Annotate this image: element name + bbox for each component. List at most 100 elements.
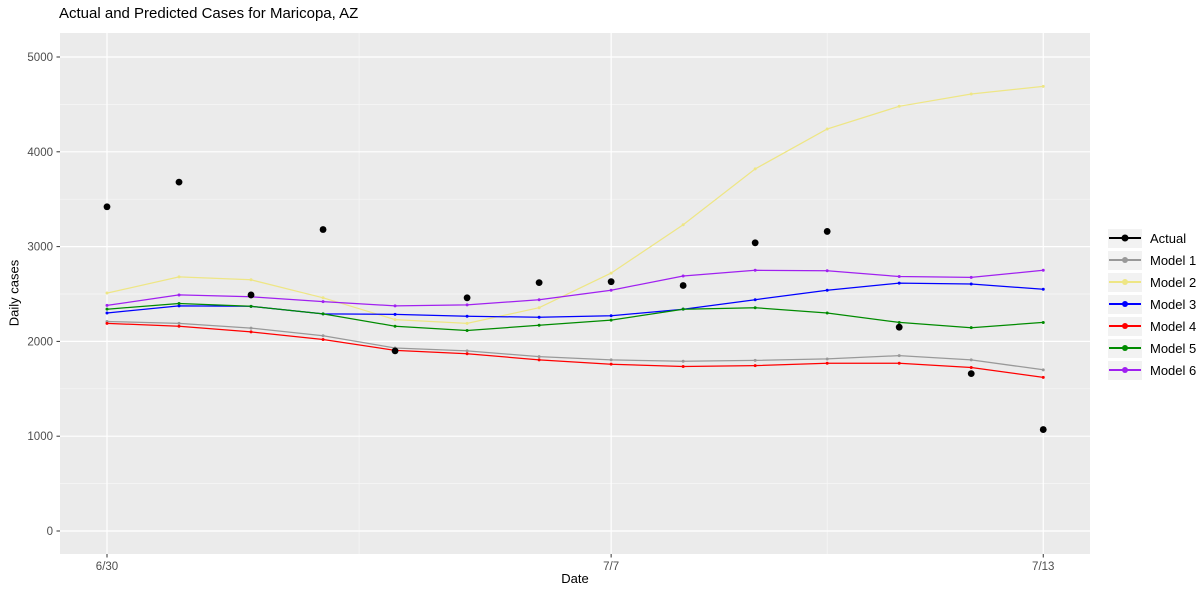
series-line (106, 322, 1044, 379)
gridlines-minor (60, 33, 1090, 554)
actual-point (391, 347, 399, 355)
y-axis-tick-labels: 0 1000 2000 3000 4000 5000 (27, 52, 53, 538)
series-marker (969, 282, 973, 286)
series-marker (753, 306, 757, 310)
series-marker (465, 328, 469, 332)
series-marker (681, 223, 685, 227)
series-marker (537, 358, 541, 362)
legend-key-model-5 (1108, 338, 1142, 358)
series-marker (465, 303, 469, 307)
series-marker (321, 338, 325, 342)
series-marker (321, 334, 325, 338)
legend-label: Model 5 (1150, 340, 1197, 356)
series-marker (609, 271, 613, 275)
series-marker (969, 326, 973, 330)
series-marker (537, 298, 541, 302)
actual-point (607, 278, 615, 286)
series-marker (105, 307, 109, 311)
axis-ticks (56, 56, 1044, 558)
actual-point (463, 294, 471, 302)
series-model-1 (105, 319, 1045, 372)
series-marker (249, 304, 253, 308)
x-tick-label: 7/7 (603, 561, 619, 573)
legend-key-model-1 (1108, 250, 1142, 270)
series-marker (393, 318, 397, 322)
series-marker (897, 281, 901, 285)
y-tick-label: 1000 (27, 431, 53, 443)
y-tick-label: 2000 (27, 336, 53, 348)
series-marker (681, 307, 685, 311)
actual-point (103, 203, 111, 211)
series-marker (825, 361, 829, 365)
legend-item-model-2: Model 2 (1108, 271, 1196, 293)
actual-point (679, 282, 687, 289)
series-marker (177, 293, 181, 297)
series-marker (393, 312, 397, 316)
series-marker (177, 275, 181, 279)
legend-key-point (1122, 345, 1128, 351)
series-marker (1041, 287, 1045, 291)
x-tick-label: 7/13 (1032, 561, 1054, 573)
legend-key-point (1121, 234, 1129, 242)
legend-key-point (1122, 279, 1128, 285)
actual-point (175, 178, 183, 186)
legend-key-actual (1108, 228, 1142, 248)
series-actual (103, 178, 1047, 433)
series-marker (969, 365, 973, 369)
legend-key-point (1122, 367, 1128, 373)
y-tick-label: 3000 (27, 242, 53, 254)
series-marker (537, 315, 541, 319)
legend-key-model-4 (1108, 316, 1142, 336)
series-marker (681, 359, 685, 363)
series-marker (753, 268, 757, 272)
series-marker (321, 312, 325, 316)
series-marker (897, 354, 901, 358)
legend-label: Model 2 (1150, 274, 1197, 290)
series-marker (537, 323, 541, 327)
series-marker (105, 311, 109, 315)
series-marker (1041, 375, 1045, 379)
series-marker (177, 321, 181, 325)
series-marker (897, 274, 901, 278)
series-marker (249, 278, 253, 282)
legend-item-model-6: Model 6 (1108, 359, 1196, 381)
series-marker (609, 318, 613, 322)
actual-point (895, 323, 903, 331)
legend-key-model-6 (1108, 360, 1142, 380)
actual-point (1039, 426, 1047, 433)
series-marker (105, 303, 109, 307)
x-tick-label: 6/30 (96, 561, 118, 573)
series-marker (465, 349, 469, 353)
series-model-4 (105, 321, 1045, 379)
series-marker (321, 296, 325, 300)
series-marker (393, 324, 397, 328)
series-marker (537, 306, 541, 310)
series-model-5 (105, 301, 1045, 332)
series-marker (825, 127, 829, 131)
series-marker (897, 320, 901, 324)
series-line (106, 85, 1044, 325)
legend: Actual Model 1 Model 2 Model 3 Model 4 Model … (1108, 227, 1196, 381)
series-marker (753, 167, 757, 171)
series-marker (321, 300, 325, 304)
series-marker (969, 92, 973, 96)
series-marker (753, 298, 757, 302)
legend-item-model-4: Model 4 (1108, 315, 1196, 337)
series-marker (177, 301, 181, 305)
series-marker (969, 358, 973, 362)
series-marker (969, 275, 973, 279)
series-marker (609, 358, 613, 362)
series-marker (249, 326, 253, 330)
series-marker (537, 355, 541, 359)
series-model-2 (105, 84, 1045, 325)
series-line (106, 302, 1044, 332)
legend-item-model-5: Model 5 (1108, 337, 1196, 359)
series-marker (825, 269, 829, 273)
series-marker (393, 304, 397, 308)
series-marker (249, 330, 253, 334)
series-marker (897, 104, 901, 108)
y-axis-title: Daily cases (6, 259, 22, 327)
panel-background (60, 33, 1090, 554)
series-marker (681, 365, 685, 369)
